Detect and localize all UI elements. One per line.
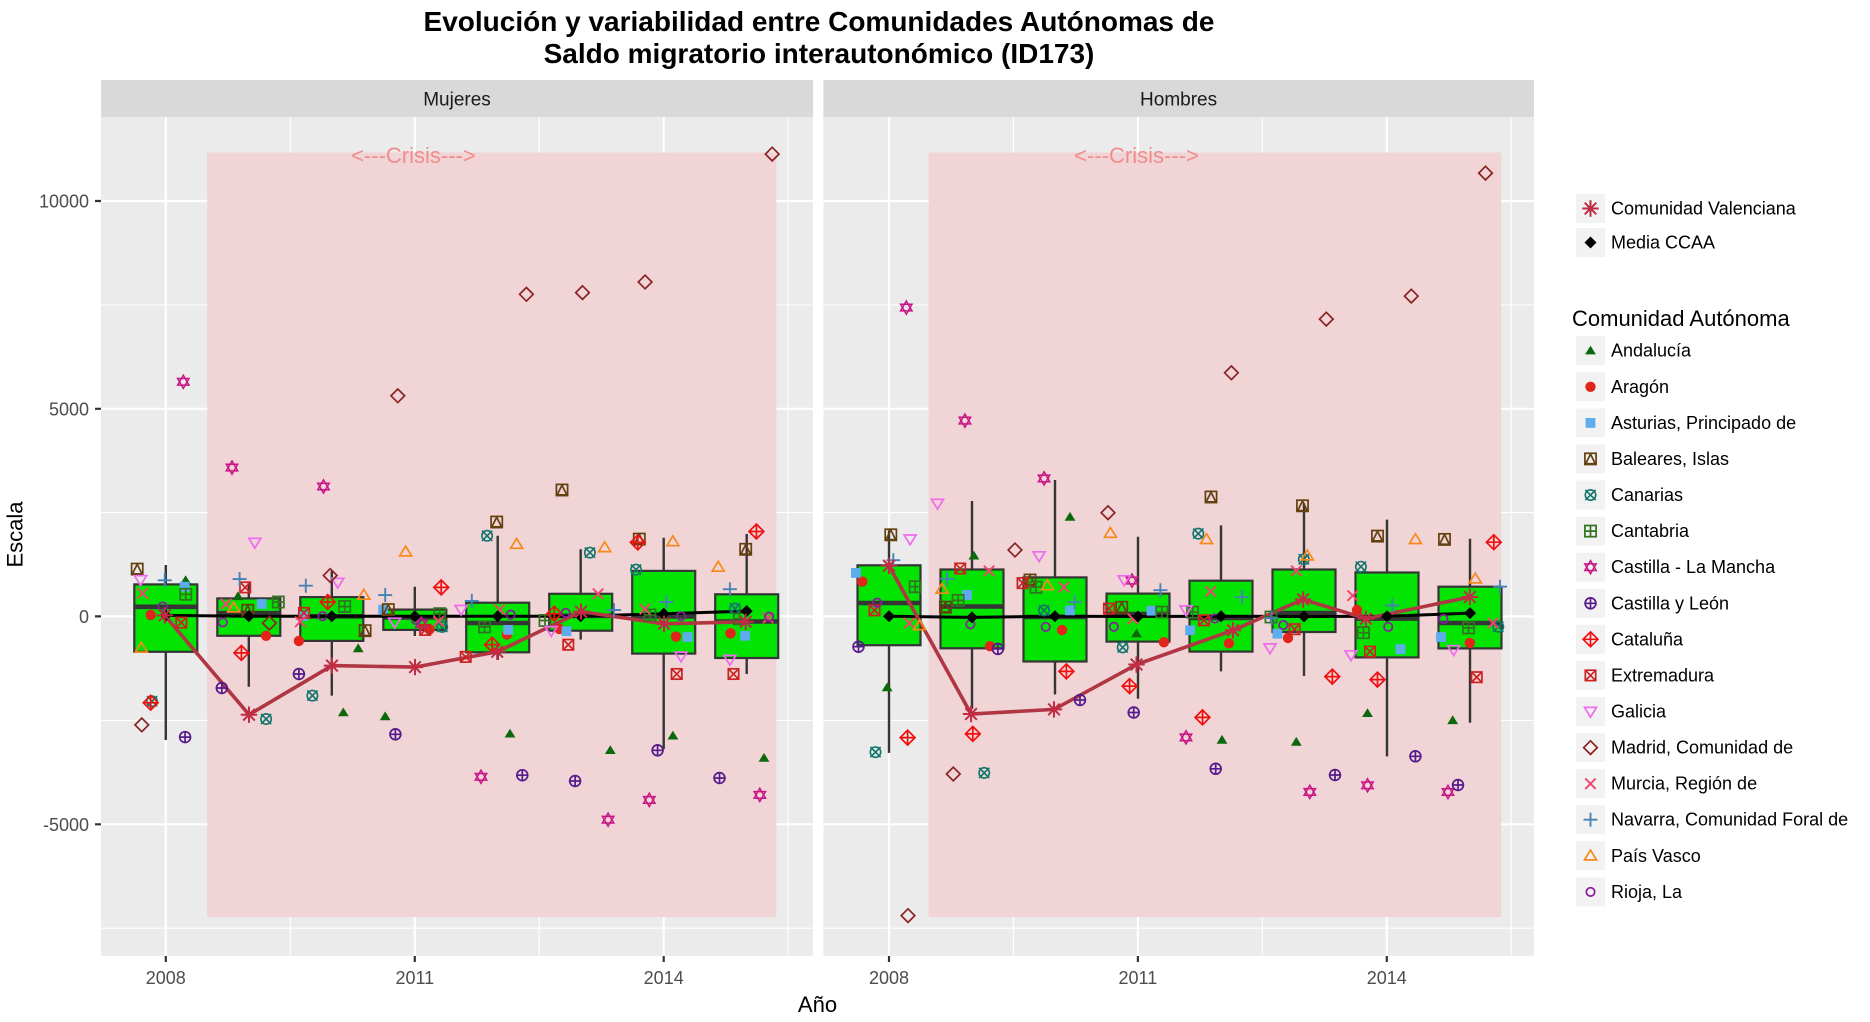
svg-text:Canarias: Canarias <box>1611 485 1683 505</box>
svg-text:5000: 5000 <box>49 399 89 419</box>
svg-text:<---Crisis--->: <---Crisis---> <box>351 143 476 168</box>
svg-text:Madrid, Comunidad de: Madrid, Comunidad de <box>1611 738 1793 758</box>
svg-text:Cataluña: Cataluña <box>1611 629 1684 649</box>
svg-text:2014: 2014 <box>644 968 684 988</box>
svg-text:Baleares, Islas: Baleares, Islas <box>1611 449 1729 469</box>
svg-text:Escala: Escala <box>3 501 28 568</box>
svg-text:2008: 2008 <box>146 968 186 988</box>
svg-text:Cantabria: Cantabria <box>1611 521 1690 541</box>
svg-text:Saldo migratorio interautonómi: Saldo migratorio interautonómico (ID173) <box>544 38 1095 69</box>
svg-text:Rioja, La: Rioja, La <box>1611 882 1683 902</box>
svg-text:Andalucía: Andalucía <box>1611 341 1692 361</box>
svg-text:2008: 2008 <box>869 968 909 988</box>
svg-text:2011: 2011 <box>1119 968 1158 988</box>
svg-text:Año: Año <box>798 992 837 1017</box>
svg-text:Comunidad Autónoma: Comunidad Autónoma <box>1572 306 1790 331</box>
svg-text:Castilla - La Mancha: Castilla - La Mancha <box>1611 557 1776 577</box>
svg-text:Evolución y variabilidad entre: Evolución y variabilidad entre Comunidad… <box>424 6 1215 37</box>
svg-text:Asturias, Principado de: Asturias, Principado de <box>1611 413 1796 433</box>
svg-text:Mujeres: Mujeres <box>423 90 491 111</box>
svg-text:Media CCAA: Media CCAA <box>1611 233 1715 253</box>
svg-text:Comunidad Valenciana: Comunidad Valenciana <box>1611 199 1797 219</box>
svg-text:Murcia, Región de: Murcia, Región de <box>1611 774 1757 794</box>
svg-text:Castilla y León: Castilla y León <box>1611 593 1729 613</box>
svg-text:Galicia: Galicia <box>1611 702 1667 722</box>
svg-text:2014: 2014 <box>1367 968 1407 988</box>
svg-text:<---Crisis--->: <---Crisis---> <box>1074 143 1199 168</box>
svg-text:0: 0 <box>79 607 89 627</box>
svg-text:10000: 10000 <box>39 192 89 212</box>
svg-text:-5000: -5000 <box>43 815 89 835</box>
svg-text:2011: 2011 <box>395 968 434 988</box>
svg-text:Hombres: Hombres <box>1140 90 1217 111</box>
svg-text:Aragón: Aragón <box>1611 377 1669 397</box>
svg-text:País Vasco: País Vasco <box>1611 846 1701 866</box>
svg-text:Navarra, Comunidad Foral de: Navarra, Comunidad Foral de <box>1611 810 1848 830</box>
svg-text:Extremadura: Extremadura <box>1611 665 1715 685</box>
